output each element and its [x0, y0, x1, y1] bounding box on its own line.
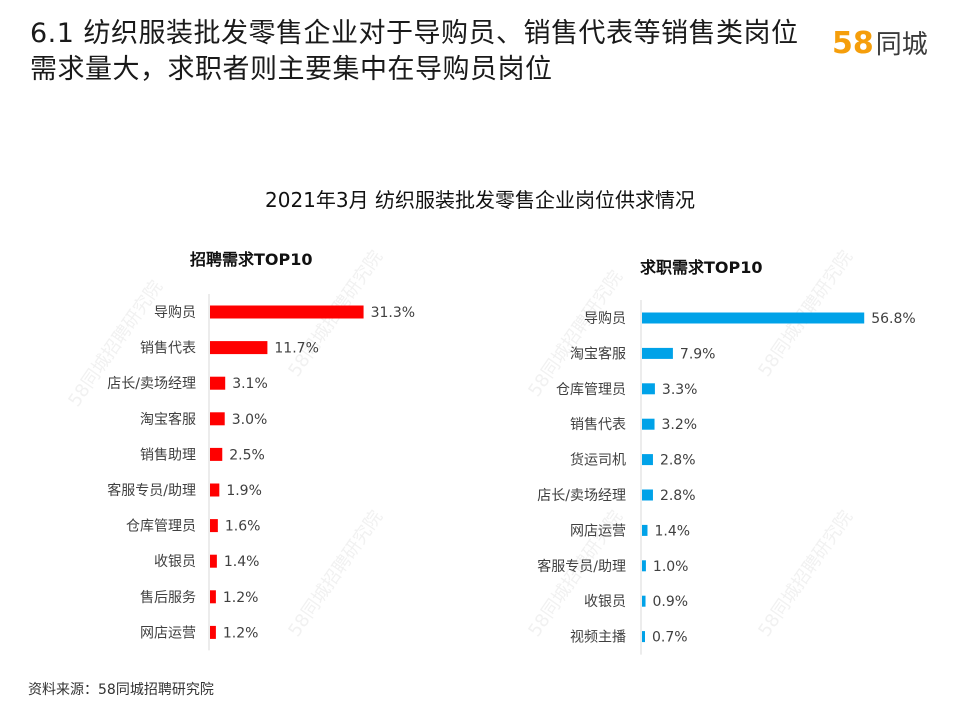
left-bar [210, 305, 364, 319]
left-bar [210, 412, 225, 426]
brand-logo: 58同城 [832, 24, 928, 64]
right-bar [642, 347, 673, 359]
left-bar [210, 483, 220, 497]
right-bar [642, 560, 646, 572]
right-value-label: 3.2% [662, 417, 698, 433]
left-category-label: 销售代表 [140, 341, 196, 357]
logo-number: 58 [832, 26, 874, 61]
right-value-label: 56.8% [871, 311, 915, 327]
left-category-label: 售后服务 [140, 590, 196, 606]
right-bar [642, 454, 653, 466]
left-value-label: 3.1% [232, 376, 268, 392]
left-bar [210, 590, 216, 604]
right-category-label: 网店运营 [570, 523, 626, 539]
right-value-label: 2.8% [660, 453, 696, 469]
right-value-label: 7.9% [680, 346, 716, 362]
right-bar [642, 312, 865, 324]
right-category-label: 视频主播 [570, 630, 626, 646]
left-category-label: 店长/卖场经理 [107, 376, 196, 392]
right-category-label: 货运司机 [570, 452, 626, 469]
right-value-label: 1.0% [653, 559, 689, 575]
right-chart-title: 求职需求TOP10 [640, 258, 763, 277]
left-category-label: 淘宝客服 [140, 411, 196, 428]
left-category-label: 网店运营 [140, 625, 196, 641]
left-bar [210, 447, 223, 461]
logo-text: 同城 [875, 30, 928, 60]
left-value-label: 1.9% [226, 483, 262, 499]
right-category-label: 淘宝客服 [570, 345, 626, 362]
left-category-label: 仓库管理员 [126, 519, 196, 535]
left-category-label: 收银员 [154, 554, 196, 570]
right-bar [642, 595, 646, 607]
right-bar [642, 524, 648, 536]
right-category-label: 导购员 [584, 311, 626, 327]
left-value-label: 11.7% [274, 341, 318, 357]
left-value-label: 31.3% [371, 305, 415, 321]
left-bar [210, 376, 226, 390]
left-category-label: 销售助理 [140, 447, 196, 463]
left-chart-title: 招聘需求TOP10 [190, 250, 313, 269]
right-category-label: 收银员 [584, 594, 626, 610]
right-value-label: 0.9% [653, 594, 689, 610]
source-note: 资料来源：58同城招聘研究院 [28, 682, 214, 698]
left-value-label: 1.6% [225, 519, 261, 535]
right-value-label: 2.8% [660, 488, 696, 504]
left-value-label: 1.2% [223, 590, 259, 606]
left-value-label: 3.0% [232, 412, 268, 428]
right-value-label: 1.4% [654, 523, 690, 539]
right-value-label: 3.3% [662, 382, 698, 398]
chart-main-title: 2021年3月 纺织服装批发零售企业岗位供求情况 [265, 188, 695, 212]
left-bar [210, 519, 218, 533]
right-category-label: 客服专员/助理 [537, 558, 626, 575]
left-bar [210, 341, 268, 355]
left-bar [210, 554, 217, 568]
left-category-label: 导购员 [154, 305, 196, 321]
left-value-label: 1.4% [224, 554, 260, 570]
right-category-label: 仓库管理员 [556, 382, 626, 398]
left-category-label: 客服专员/助理 [107, 482, 196, 499]
right-value-label: 0.7% [652, 630, 688, 646]
right-category-label: 店长/卖场经理 [537, 488, 626, 504]
right-bar [642, 631, 645, 643]
left-value-label: 2.5% [229, 447, 265, 463]
right-bar [642, 418, 655, 430]
left-value-label: 1.2% [223, 625, 259, 641]
page-title: 6.1 纺织服装批发零售企业对于导购员、销售代表等销售类岗位需求量大，求职者则主… [30, 18, 799, 85]
right-category-label: 销售代表 [570, 417, 626, 433]
right-bar [642, 383, 655, 395]
left-bar [210, 625, 216, 639]
right-bar [642, 489, 653, 501]
